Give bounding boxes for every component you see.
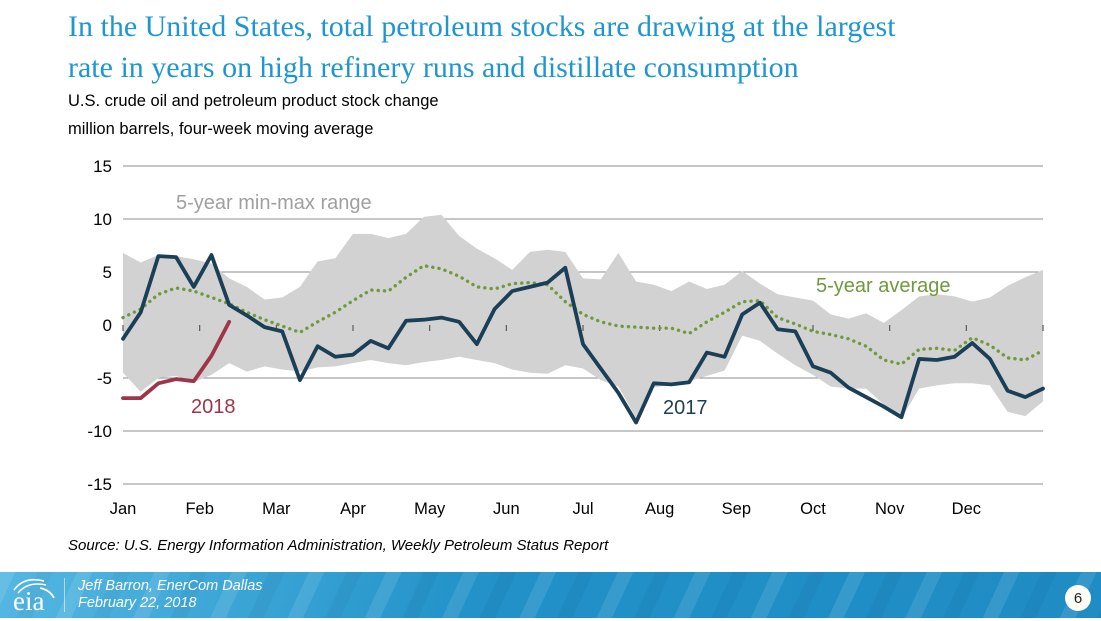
y-tick-label: 5	[103, 263, 112, 282]
y-tick-label: -15	[87, 475, 112, 494]
series-line-2017	[121, 253, 1045, 425]
x-tick-label: Dec	[952, 500, 981, 518]
page-number: 6	[1073, 589, 1083, 607]
chart-area: 15 10 5 0 -5 -10 -15 Jan Feb Mar Apr May Jun Jul Aug Se…	[0, 150, 1101, 530]
page-title-line2: rate in years on high refinery runs and …	[68, 51, 799, 84]
footer-text: Jeff Barron, EnerCom Dallas February 22,…	[78, 578, 263, 612]
x-tick-label: Sep	[722, 500, 751, 518]
series-line-5-year-average	[121, 263, 1045, 366]
y-tick-label: 15	[93, 157, 112, 176]
source-note: Source: U.S. Energy Information Administ…	[68, 537, 609, 554]
y-tick-label: -10	[87, 422, 112, 441]
x-tick-label: Mar	[262, 500, 291, 518]
page-title: In the United States, total petroleum st…	[68, 6, 1068, 88]
eia-logo-swoosh-icon	[13, 578, 55, 599]
page-number-badge: 6	[1065, 585, 1091, 611]
presenter-name: Jeff Barron, EnerCom Dallas	[78, 578, 263, 594]
presentation-date: February 22, 2018	[78, 595, 197, 611]
y-tick-label: -5	[97, 369, 112, 388]
x-tick-label: Oct	[800, 500, 826, 518]
page-title-line1: In the United States, total petroleum st…	[68, 10, 896, 43]
x-tick-label: Jul	[572, 500, 593, 518]
label-2018: 2018	[191, 396, 236, 418]
eia-logo: eia	[10, 574, 62, 616]
chart-subtitle: U.S. crude oil and petroleum product sto…	[68, 92, 439, 110]
x-tick-label: Jun	[493, 500, 520, 518]
x-tick-label: Aug	[645, 500, 674, 518]
x-tick-label: May	[414, 500, 446, 518]
x-tick-label: Feb	[185, 500, 213, 518]
range-label: 5-year min-max range	[176, 192, 372, 214]
series-line-2018	[121, 319, 232, 401]
stock-change-line-chart: 15 10 5 0 -5 -10 -15 Jan Feb Mar Apr May Jun Jul Aug Se…	[87, 157, 1045, 518]
eia-logo-text: eia	[13, 586, 45, 616]
x-tick-label: Apr	[340, 500, 366, 518]
avg-label: 5-year average	[816, 275, 951, 297]
chart-units-label: million barrels, four-week moving averag…	[68, 120, 374, 138]
label-2017: 2017	[663, 397, 708, 419]
x-tick-label: Jan	[110, 500, 137, 518]
footer-band	[0, 572, 1101, 618]
footer-divider	[64, 578, 65, 612]
y-tick-label: 10	[93, 210, 112, 229]
x-tick-label: Nov	[875, 500, 905, 518]
y-tick-label: 0	[103, 316, 112, 335]
